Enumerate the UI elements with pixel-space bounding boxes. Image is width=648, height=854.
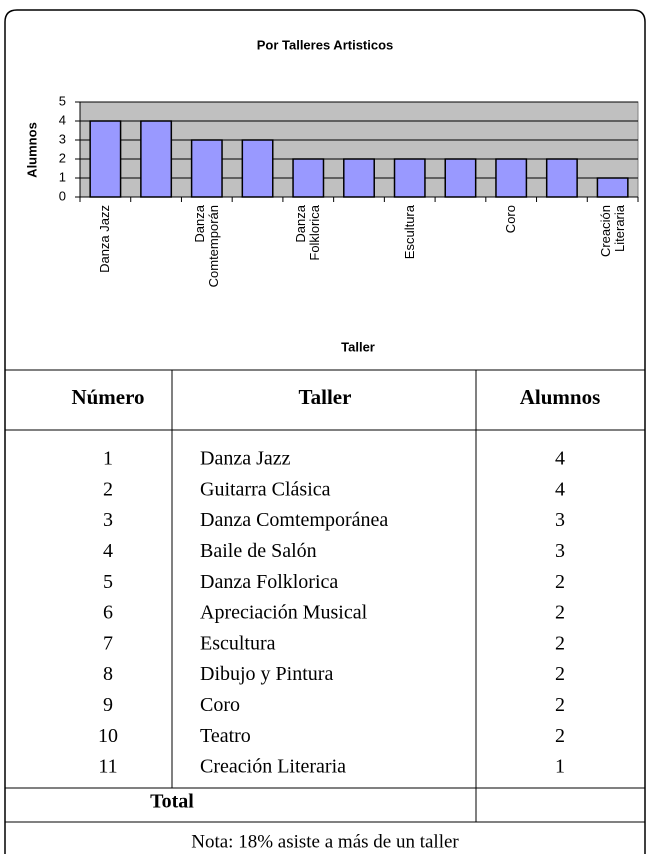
bar: [545, 158, 578, 198]
y-tick-label: 2: [59, 150, 66, 165]
y-tick-label: 5: [59, 93, 66, 108]
table-cell: 2: [555, 632, 565, 654]
table-cell: 4: [555, 448, 565, 470]
column-header: Alumnos: [520, 385, 601, 409]
x-axis-label: Taller: [341, 339, 375, 354]
bar: [140, 120, 173, 198]
table-cell: 10: [98, 725, 118, 747]
table-cell: 3: [555, 540, 565, 562]
table-cell: 1: [555, 756, 565, 778]
table-cell: Dibujo y Pintura: [200, 663, 333, 685]
bar: [393, 158, 426, 198]
column-header: Taller: [299, 385, 352, 409]
bar: [596, 177, 629, 198]
table-cell: 8: [103, 663, 113, 685]
table-cell: 2: [555, 602, 565, 624]
table-cell: 4: [103, 540, 113, 562]
table-cell: 9: [103, 694, 113, 716]
bar: [495, 158, 528, 198]
x-tick-label: Escultura: [401, 205, 417, 260]
table-cell: 3: [103, 509, 113, 531]
x-tick-label: Danza Folklorica: [293, 205, 323, 261]
table-cell: 6: [103, 602, 113, 624]
x-tick-label: Danza Comtemporán: [191, 205, 221, 288]
bar: [89, 120, 122, 198]
table-cell: Apreciación Musical: [200, 602, 368, 624]
table-cell: 4: [555, 478, 565, 500]
table-cell: 2: [555, 694, 565, 716]
note: Nota: 18% asiste a más de un taller: [191, 831, 459, 852]
table-cell: 2: [555, 725, 565, 747]
y-tick-label: 1: [59, 169, 66, 184]
table-cell: Coro: [200, 694, 240, 716]
total-label: Total: [150, 791, 194, 813]
y-axis-label: Alumnos: [24, 122, 39, 178]
x-tick-label: Creación Literaria: [597, 205, 627, 258]
table-cell: 2: [555, 663, 565, 685]
table-cell: Creación Literaria: [200, 756, 346, 778]
table-cell: Danza Jazz: [200, 448, 291, 470]
bar: [190, 139, 223, 198]
table-cell: Guitarra Clásica: [200, 478, 331, 500]
table-cell: 11: [98, 756, 117, 778]
table-cell: 5: [103, 571, 113, 593]
table-cell: Escultura: [200, 632, 276, 654]
y-tick-label: 3: [59, 131, 66, 146]
table-cell: Danza Folklorica: [200, 571, 338, 593]
bar: [343, 158, 375, 198]
bar: [241, 139, 274, 198]
frame: [4, 9, 646, 854]
column-header: Número: [71, 385, 144, 409]
bar: [444, 158, 477, 198]
y-tick-label: 4: [59, 112, 66, 127]
x-tick-label: Danza Jazz: [97, 205, 113, 273]
table-cell: Baile de Salón: [200, 540, 317, 562]
table-cell: 1: [103, 448, 113, 470]
table-cell: 2: [103, 478, 113, 500]
table-cell: 7: [103, 632, 113, 654]
y-tick-label: 0: [59, 188, 66, 203]
table-cell: 2: [555, 571, 565, 593]
chart-title: Por Talleres Artisticos: [257, 37, 394, 52]
bar: [292, 158, 325, 198]
x-tick-label: Coro: [503, 205, 519, 234]
table-cell: 3: [555, 509, 565, 531]
table-cell: Danza Comtemporánea: [200, 509, 388, 531]
table-cell: Teatro: [200, 725, 251, 747]
